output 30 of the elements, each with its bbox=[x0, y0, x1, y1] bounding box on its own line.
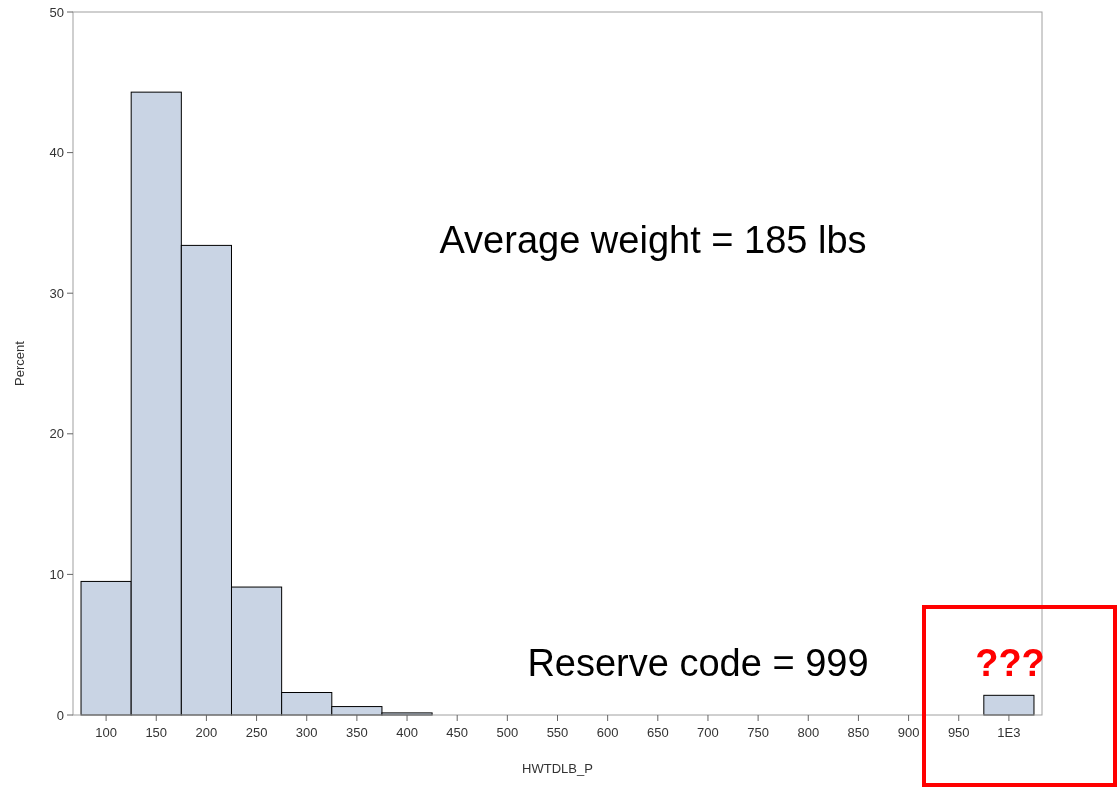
y-tick-label: 40 bbox=[49, 145, 64, 161]
x-tick-label: 550 bbox=[546, 725, 569, 740]
x-tick-label: 900 bbox=[897, 725, 920, 740]
x-tick-label: 100 bbox=[95, 725, 117, 740]
x-tick-label: 500 bbox=[496, 725, 519, 740]
y-tick-label: 50 bbox=[49, 4, 64, 20]
x-tick-label: 750 bbox=[747, 725, 769, 740]
x-tick-label: 250 bbox=[245, 725, 268, 740]
x-tick-label: 300 bbox=[295, 725, 318, 740]
annotation: Average weight = 185 lbs bbox=[439, 219, 867, 261]
y-tick-label: 30 bbox=[49, 285, 64, 301]
x-tick-label: 150 bbox=[145, 725, 168, 740]
x-tick-label: 1E3 bbox=[997, 725, 1021, 740]
x-tick-label: 800 bbox=[797, 725, 820, 740]
y-tick-label: 0 bbox=[56, 707, 64, 723]
x-tick-label: 950 bbox=[947, 725, 970, 740]
x-tick-label: 650 bbox=[646, 725, 669, 740]
y-tick-label: 10 bbox=[49, 566, 64, 582]
y-tick-label: 20 bbox=[49, 426, 64, 442]
x-tick-label: 850 bbox=[847, 725, 870, 740]
x-tick-label: 450 bbox=[446, 725, 469, 740]
x-axis-title: HWTDLB_P bbox=[522, 761, 593, 776]
x-tick-label: 600 bbox=[596, 725, 619, 740]
annotation: Reserve code = 999 bbox=[527, 642, 869, 684]
x-tick-label: 400 bbox=[396, 725, 418, 740]
annotation: ??? bbox=[975, 642, 1045, 684]
y-axis-title: Percent bbox=[12, 340, 27, 386]
x-tick-label: 700 bbox=[697, 725, 719, 740]
x-tick-label: 350 bbox=[346, 725, 368, 740]
x-tick-label: 200 bbox=[195, 725, 218, 740]
